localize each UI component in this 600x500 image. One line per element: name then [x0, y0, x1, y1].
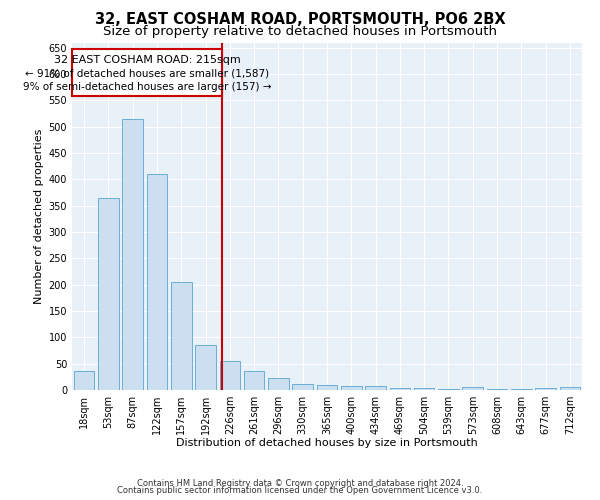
Text: Contains public sector information licensed under the Open Government Licence v3: Contains public sector information licen… [118, 486, 482, 495]
Bar [268, 378, 289, 390]
Bar [365, 386, 386, 390]
Bar [122, 119, 143, 390]
Bar [292, 384, 313, 390]
Text: 32 EAST COSHAM ROAD: 215sqm: 32 EAST COSHAM ROAD: 215sqm [53, 56, 241, 66]
X-axis label: Distribution of detached houses by size in Portsmouth: Distribution of detached houses by size … [176, 438, 478, 448]
Bar [244, 370, 265, 390]
Bar [341, 386, 362, 390]
Bar [389, 388, 410, 390]
Bar [414, 388, 434, 390]
Bar [535, 388, 556, 390]
Bar [146, 174, 167, 390]
Text: 9% of semi-detached houses are larger (157) →: 9% of semi-detached houses are larger (1… [23, 82, 271, 92]
Bar [171, 282, 191, 390]
Text: 32, EAST COSHAM ROAD, PORTSMOUTH, PO6 2BX: 32, EAST COSHAM ROAD, PORTSMOUTH, PO6 2B… [95, 12, 505, 28]
Bar [74, 370, 94, 390]
FancyBboxPatch shape [72, 49, 222, 96]
Bar [560, 388, 580, 390]
Text: ← 91% of detached houses are smaller (1,587): ← 91% of detached houses are smaller (1,… [25, 68, 269, 78]
Bar [438, 389, 459, 390]
Bar [317, 384, 337, 390]
Bar [98, 198, 119, 390]
Y-axis label: Number of detached properties: Number of detached properties [34, 128, 44, 304]
Bar [195, 345, 216, 390]
Text: Size of property relative to detached houses in Portsmouth: Size of property relative to detached ho… [103, 25, 497, 38]
Bar [463, 388, 483, 390]
Bar [220, 361, 240, 390]
Text: Contains HM Land Registry data © Crown copyright and database right 2024.: Contains HM Land Registry data © Crown c… [137, 478, 463, 488]
